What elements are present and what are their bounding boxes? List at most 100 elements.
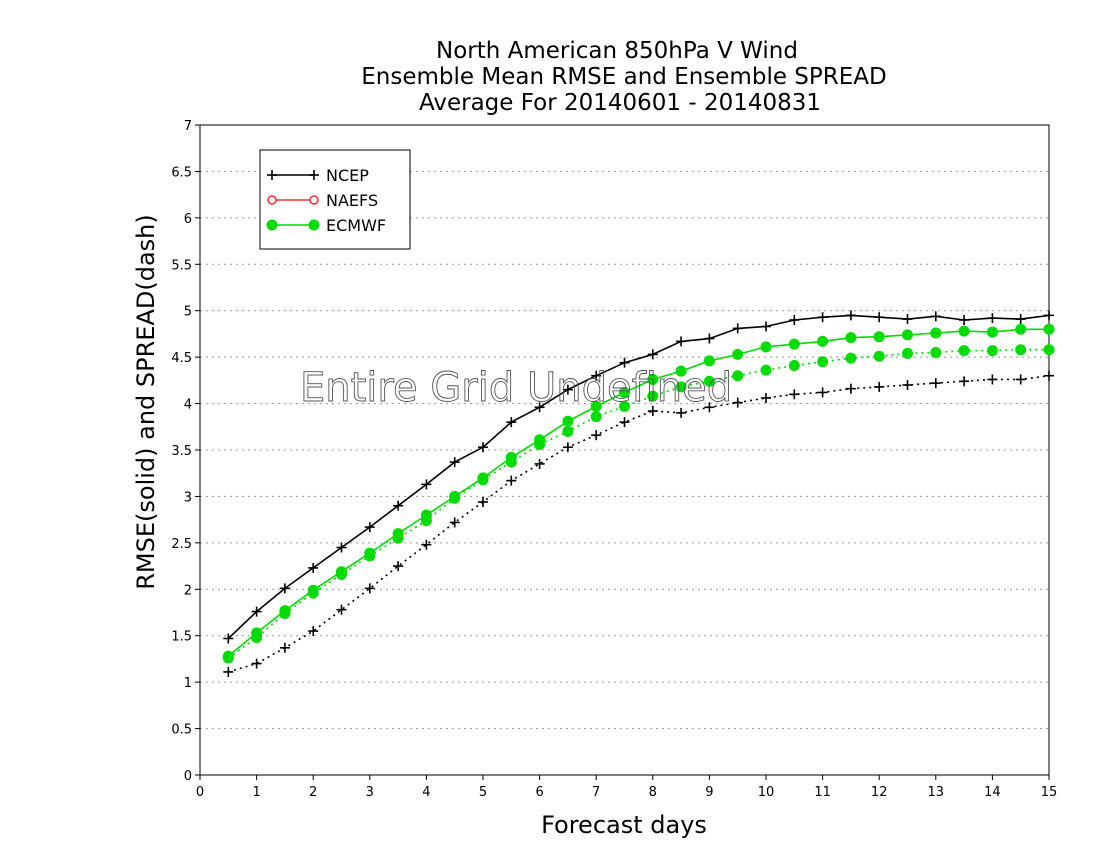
y-tick-label: 3.5 — [171, 444, 192, 459]
ecmwf-rmse-point — [505, 451, 517, 463]
ecmwf-rmse-point — [590, 400, 602, 412]
legend-marker-ncep — [267, 170, 277, 180]
ncep-spread-point — [789, 389, 800, 400]
ncep-rmse-point — [732, 323, 743, 334]
chart-subtitle: Ensemble Mean RMSE and Ensemble SPREAD — [361, 64, 886, 90]
legend: NCEP NAEFS ECMWF — [259, 149, 411, 250]
ncep-spread-point — [506, 475, 517, 486]
ecmwf-spread-point — [788, 360, 800, 371]
y-tick-label: 6 — [184, 212, 192, 227]
ncep-rmse-point — [364, 522, 375, 533]
ecmwf-rmse-point — [477, 472, 489, 484]
ecmwf-spread-point — [845, 352, 857, 364]
ecmwf-rmse-point — [845, 332, 857, 344]
x-tick-label: 0 — [196, 785, 204, 800]
ecmwf-rmse-point — [420, 509, 432, 521]
legend-label-naefs: NAEFS — [326, 191, 378, 210]
legend-marker-naefs — [267, 195, 277, 205]
ncep-spread-point — [534, 458, 545, 469]
ecmwf-spread-line — [227, 348, 1049, 659]
ecmwf-spread-point — [703, 375, 715, 387]
ecmwf-spread-point — [1015, 344, 1027, 356]
y-tick-label: 3 — [184, 490, 192, 505]
x-tick-label: 12 — [871, 785, 888, 800]
ecmwf-rmse-point — [534, 434, 546, 446]
legend-label-ncep: NCEP — [326, 166, 369, 185]
x-tick-label: 6 — [535, 785, 543, 800]
ncep-spread-point — [223, 666, 234, 677]
ecmwf-rmse-point — [562, 415, 574, 427]
ncep-spread-point — [817, 387, 828, 398]
ecmwf-spread-point — [958, 345, 970, 357]
ncep-spread-point — [676, 407, 687, 418]
ecmwf-spread-point — [1043, 344, 1055, 356]
ncep-spread-point — [930, 378, 941, 389]
ncep-spread-point — [987, 374, 998, 385]
ncep-rmse-point — [619, 357, 630, 368]
ncep-rmse-point — [704, 333, 715, 344]
ncep-spread-point — [647, 406, 658, 416]
ecmwf-rmse-point — [732, 348, 744, 360]
y-tick-label: 4.5 — [171, 351, 192, 366]
y-tick-label: 0 — [184, 769, 192, 784]
ecmwf-spread-point — [760, 364, 772, 376]
ncep-spread-point — [336, 604, 347, 615]
ncep-spread-line — [228, 374, 1050, 673]
x-tick-label: 14 — [984, 785, 1001, 800]
ncep-rmse-point — [308, 562, 319, 573]
series-lines — [222, 310, 1055, 677]
ecmwf-spread-point — [817, 356, 829, 368]
ecmwf-rmse-point — [958, 325, 970, 337]
ecmwf-spread-point — [902, 347, 913, 359]
ncep-spread-point — [393, 561, 404, 572]
y-axis-title: RMSE(solid) and SPREAD(dash) — [132, 214, 160, 590]
ncep-rmse-point — [478, 442, 488, 453]
ncep-spread-point — [251, 658, 262, 669]
ncep-rmse-point — [874, 312, 885, 323]
ncep-rmse-point — [987, 313, 998, 324]
ecmwf-rmse-point — [619, 386, 630, 398]
ncep-rmse-point — [506, 417, 517, 428]
ecmwf-rmse-point — [647, 373, 659, 385]
y-tick-label: 5 — [184, 305, 192, 320]
ncep-spread-point — [591, 430, 602, 441]
ecmwf-spread-point — [732, 370, 744, 382]
axis-ticks: 00.511.522.533.544.555.566.570 1 2 3 4 5 6 7 8 9 1… — [171, 119, 1057, 800]
legend-marker-naefs — [309, 195, 319, 205]
x-tick-label: 7 — [592, 785, 600, 800]
ncep-rmse-point — [449, 457, 460, 468]
chart-title: North American 850hPa V Wind — [436, 38, 798, 64]
ecmwf-rmse-point — [703, 355, 715, 367]
legend-marker-ecmwf — [308, 219, 320, 231]
x-tick-label: 2 — [309, 785, 317, 800]
ecmwf-rmse-point — [307, 584, 319, 596]
y-tick-label: 7 — [184, 119, 192, 134]
y-tick-label: 2 — [184, 583, 192, 598]
x-tick-label: 4 — [422, 785, 430, 800]
ncep-rmse-point — [591, 370, 602, 381]
ncep-spread-point — [478, 497, 488, 507]
ncep-spread-point — [761, 393, 771, 403]
ncep-spread-point — [449, 517, 460, 528]
ncep-rmse-point — [279, 583, 290, 594]
ncep-rmse-point — [1044, 310, 1054, 321]
chart-period: Average For 20140601 - 20140831 — [419, 90, 821, 116]
x-tick-label: 13 — [928, 785, 945, 800]
x-tick-label: 5 — [479, 785, 487, 800]
ecmwf-rmse-point — [817, 335, 829, 347]
ncep-rmse-point — [902, 314, 913, 325]
ncep-rmse-point — [1015, 314, 1026, 325]
ncep-rmse-point — [421, 479, 432, 490]
ncep-rmse-point — [562, 384, 573, 395]
ecmwf-spread-point — [590, 411, 602, 423]
ecmwf-rmse-point — [930, 327, 942, 339]
legend-label-ecmwf: ECMWF — [326, 216, 386, 235]
y-tick-label: 5.5 — [171, 258, 192, 273]
ncep-rmse-point — [336, 542, 347, 553]
ecmwf-spread-point — [562, 425, 574, 437]
ncep-rmse-point — [676, 336, 687, 347]
ecmwf-rmse-point — [279, 605, 291, 617]
y-tick-label: 1 — [184, 676, 192, 691]
ncep-rmse-point — [959, 315, 970, 325]
